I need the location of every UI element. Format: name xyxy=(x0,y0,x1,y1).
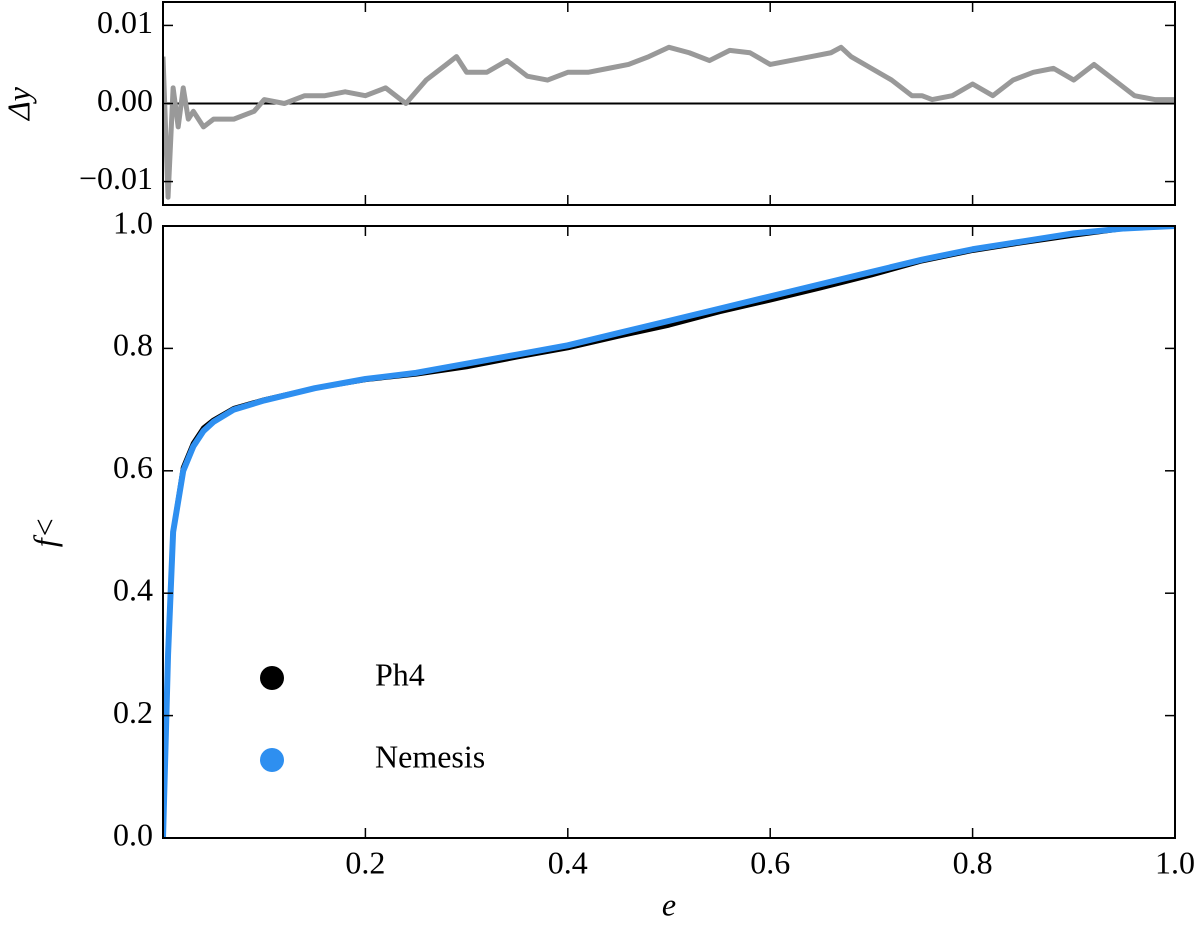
y-tick-label: 0.8 xyxy=(113,327,153,363)
y-tick-label: 1.0 xyxy=(113,204,153,240)
y-tick-label: 0.6 xyxy=(113,449,153,485)
y-tick-label: −0.01 xyxy=(79,160,153,196)
x-tick-label: 1.0 xyxy=(1155,844,1195,880)
line-series xyxy=(163,44,1175,200)
x-axis-label: e xyxy=(662,886,676,922)
y-tick-label: 0.0 xyxy=(113,816,153,852)
y-tick-label: 0.01 xyxy=(97,4,153,40)
series-group xyxy=(163,44,1175,200)
plot-frame xyxy=(162,225,1176,839)
line-series xyxy=(163,226,1175,838)
panel: 0.0 0.2 0.4 0.6 0.8 1.0 0.2 0.4 0.6 0.8 1.0 f< e Ph4 N… xyxy=(26,204,1195,922)
panel: −0.01 0.00 0.01 Δy xyxy=(0,1,1176,206)
y-axis-label: f< xyxy=(26,517,62,547)
x-tick-label: 0.4 xyxy=(548,844,588,880)
y-tick-label: 0.2 xyxy=(113,694,153,730)
x-tick-label: 0.8 xyxy=(953,844,993,880)
y-axis-label: Δy xyxy=(0,86,36,122)
x-tick-label: 0.6 xyxy=(750,844,790,880)
y-tick-label: 0.00 xyxy=(97,82,153,118)
legend-marker xyxy=(260,748,284,772)
x-tick-label: 0.2 xyxy=(345,844,385,880)
legend-marker xyxy=(260,666,284,690)
series-group xyxy=(163,226,1175,838)
legend-label: Nemesis xyxy=(375,738,485,774)
legend-label: Ph4 xyxy=(375,656,425,692)
y-tick-label: 0.4 xyxy=(113,572,153,608)
